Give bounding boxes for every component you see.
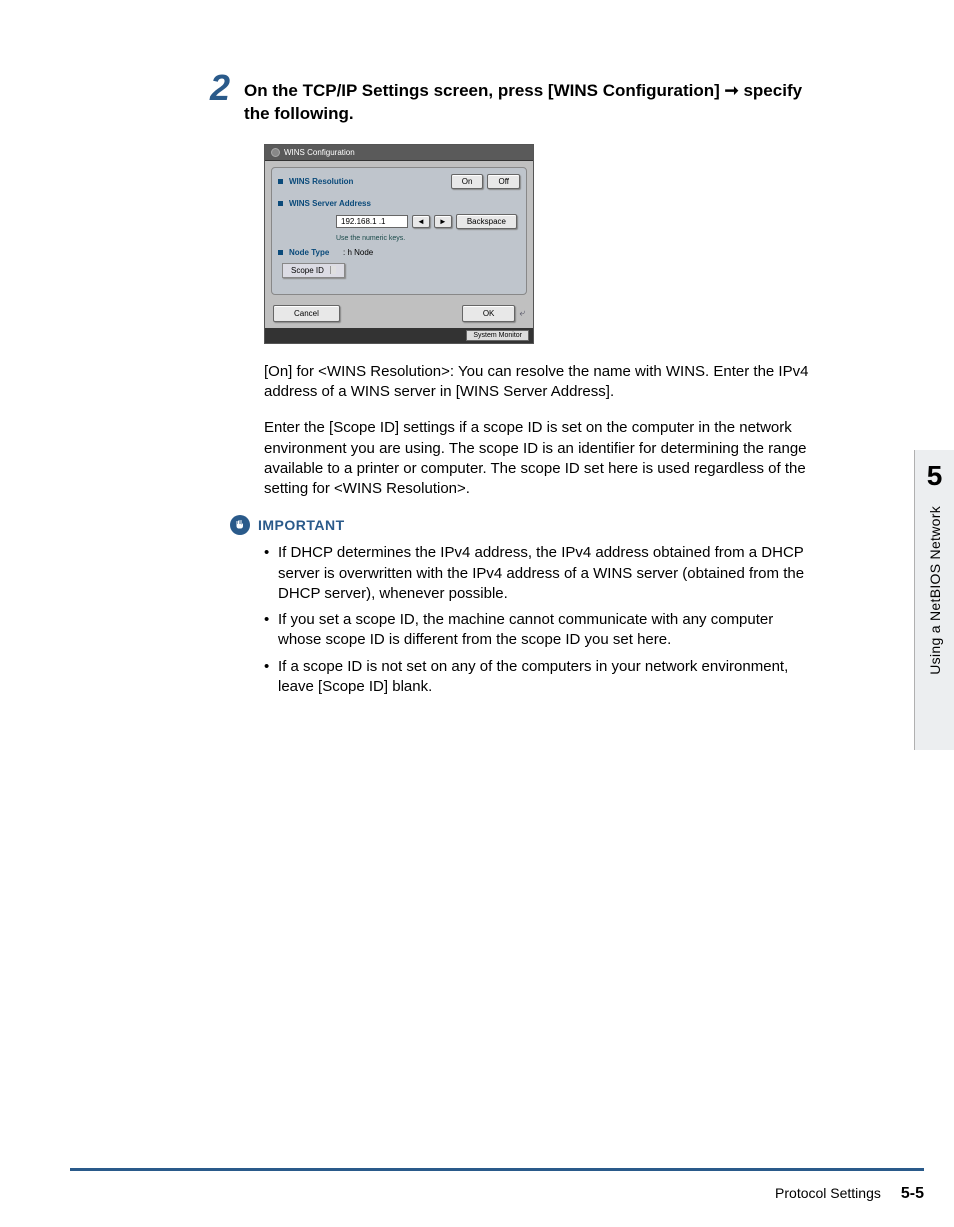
- prev-button[interactable]: ◄: [412, 215, 430, 228]
- scope-handle-icon: [330, 266, 336, 274]
- chapter-side-tab: 5 Using a NetBIOS Network: [914, 450, 954, 750]
- bullet-icon: [278, 201, 283, 206]
- screenshot-title: WINS Configuration: [284, 148, 355, 157]
- node-type-row: Node Type : h Node: [278, 248, 520, 257]
- backspace-button[interactable]: Backspace: [456, 214, 517, 229]
- footer-section: Protocol Settings: [775, 1185, 881, 1201]
- wins-server-label: WINS Server Address: [289, 199, 371, 208]
- important-bullets: • If DHCP determines the IPv4 address, t…: [264, 543, 814, 697]
- bullet-dot-icon: •: [264, 543, 278, 604]
- arrow-icon: ➞: [725, 81, 739, 100]
- hand-icon: [230, 515, 250, 535]
- chapter-label: Using a NetBIOS Network: [927, 506, 943, 675]
- footer-page: 5-5: [901, 1185, 924, 1203]
- footer-line: [70, 1168, 924, 1171]
- bullet-item-3: • If a scope ID is not set on any of the…: [264, 657, 814, 698]
- bullet-item-2: • If you set a scope ID, the machine can…: [264, 610, 814, 651]
- enter-icon: ⤶: [519, 308, 525, 319]
- scope-id-row: Scope ID: [278, 263, 520, 278]
- step-row: 2 On the TCP/IP Settings screen, press […: [70, 70, 884, 126]
- node-type-label: Node Type: [289, 248, 339, 257]
- ok-button[interactable]: OK ⤶: [462, 305, 525, 322]
- step-instruction: On the TCP/IP Settings screen, press [WI…: [244, 70, 884, 126]
- ip-input-row: 192.168.1 .1 ◄ ► Backspace: [336, 214, 520, 229]
- scope-id-button[interactable]: Scope ID: [282, 263, 345, 278]
- wins-resolution-row: WINS Resolution On Off: [278, 174, 520, 189]
- step-text-1: On the TCP/IP Settings screen, press [WI…: [244, 81, 724, 100]
- bullet-item-1: • If DHCP determines the IPv4 address, t…: [264, 543, 814, 604]
- bullet-dot-icon: •: [264, 610, 278, 651]
- chapter-number: 5: [927, 460, 943, 492]
- step-number: 2: [210, 70, 230, 106]
- numeric-hint: Use the numeric keys.: [336, 235, 520, 242]
- bullet-dot-icon: •: [264, 657, 278, 698]
- bullet-text-1: If DHCP determines the IPv4 address, the…: [278, 543, 814, 604]
- ok-button-label: OK: [462, 305, 516, 322]
- screenshot-titlebar: WINS Configuration: [265, 145, 533, 161]
- cancel-button[interactable]: Cancel: [273, 305, 340, 322]
- screenshot-footer: Cancel OK ⤶: [265, 301, 533, 328]
- next-button[interactable]: ►: [434, 215, 452, 228]
- bullet-text-3: If a scope ID is not set on any of the c…: [278, 657, 814, 698]
- on-button[interactable]: On: [451, 174, 484, 189]
- important-header: IMPORTANT: [230, 515, 884, 535]
- screenshot-panel: WINS Resolution On Off WINS Server Addre…: [271, 167, 527, 295]
- paragraph-2: Enter the [Scope ID] settings if a scope…: [264, 418, 814, 499]
- ip-input[interactable]: 192.168.1 .1: [336, 215, 408, 228]
- bullet-text-2: If you set a scope ID, the machine canno…: [278, 610, 814, 651]
- wins-config-screenshot: WINS Configuration WINS Resolution On Of…: [264, 144, 534, 344]
- bullet-icon: [278, 250, 283, 255]
- node-type-value: : h Node: [343, 248, 373, 257]
- important-label: IMPORTANT: [258, 517, 345, 533]
- system-bar: System Monitor: [265, 328, 533, 343]
- footer: Protocol Settings 5-5: [775, 1185, 924, 1203]
- paragraph-1: [On] for <WINS Resolution>: You can reso…: [264, 362, 814, 403]
- wins-server-row: WINS Server Address: [278, 199, 520, 208]
- scope-id-label: Scope ID: [291, 266, 324, 275]
- off-button[interactable]: Off: [487, 174, 520, 189]
- wins-resolution-label: WINS Resolution: [289, 177, 369, 186]
- system-monitor-button[interactable]: System Monitor: [466, 330, 529, 341]
- titlebar-icon: [271, 148, 280, 157]
- bullet-icon: [278, 179, 283, 184]
